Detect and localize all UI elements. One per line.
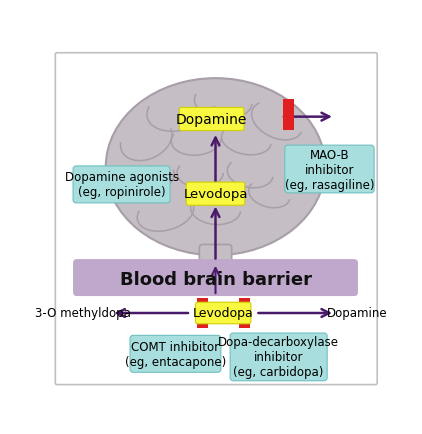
FancyBboxPatch shape [73,167,170,204]
FancyBboxPatch shape [285,146,374,194]
Text: Dopa-decarboxylase
inhibitor
(eg, carbidopa): Dopa-decarboxylase inhibitor (eg, carbid… [218,335,339,378]
Bar [283,100,295,131]
Bar [197,299,208,328]
FancyBboxPatch shape [55,54,377,385]
FancyBboxPatch shape [73,260,358,296]
Bar [239,299,250,328]
FancyBboxPatch shape [130,335,221,372]
Text: Levodopa: Levodopa [183,188,248,201]
Ellipse shape [106,79,325,256]
Text: Levodopa: Levodopa [193,307,254,320]
Text: 3-O methyldopa: 3-O methyldopa [35,307,131,320]
FancyBboxPatch shape [179,108,244,131]
Text: Dopamine agonists
(eg, ropinirole): Dopamine agonists (eg, ropinirole) [65,171,179,199]
Text: Dopamine: Dopamine [327,307,387,320]
FancyBboxPatch shape [195,302,251,324]
Text: COMT inhibitor
(eg, entacapone): COMT inhibitor (eg, entacapone) [125,340,226,368]
Text: MAO-B
inhibitor
(eg, rasagiline): MAO-B inhibitor (eg, rasagiline) [285,148,374,191]
Text: Blood brain barrier: Blood brain barrier [119,270,311,289]
FancyBboxPatch shape [230,333,327,381]
FancyBboxPatch shape [199,245,232,282]
Text: Dopamine: Dopamine [176,113,247,127]
FancyBboxPatch shape [186,183,245,206]
